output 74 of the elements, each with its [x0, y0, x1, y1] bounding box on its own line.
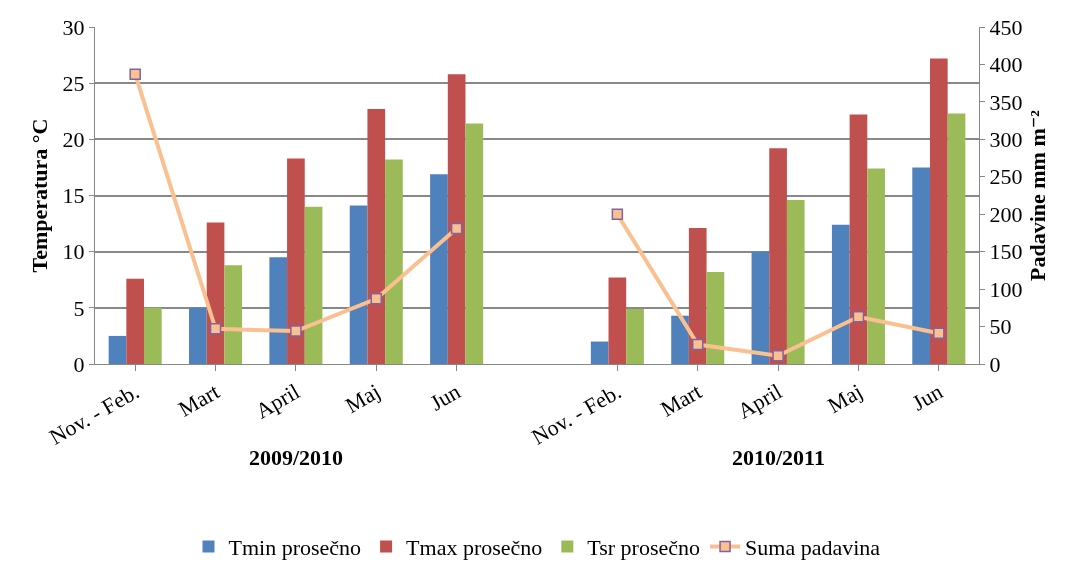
y2-tick-label: 0 [989, 351, 1001, 377]
y-tick-label: 5 [73, 295, 85, 321]
point [290, 325, 302, 337]
x-tick-label: Nov. - Feb. [527, 378, 626, 450]
point [852, 311, 865, 323]
bar [108, 335, 127, 364]
bar [769, 148, 787, 364]
y-tick-label: 0 [73, 351, 85, 377]
point [933, 327, 945, 340]
bar [430, 174, 448, 364]
legend-label: Tsr prosečno [587, 535, 701, 561]
bar [287, 158, 305, 364]
y2-tick-label: 200 [989, 201, 1023, 227]
bar [189, 307, 207, 364]
y2-tick-label: 350 [989, 89, 1023, 115]
bar [590, 341, 609, 364]
bar [929, 58, 948, 364]
x-tick-label: Maj [823, 378, 867, 418]
bar [912, 167, 930, 364]
x-tick-label: Maj [341, 378, 385, 418]
bar [465, 123, 484, 364]
y2-tick-label: 100 [989, 276, 1023, 302]
bar [349, 205, 368, 364]
bar [304, 206, 323, 364]
bar [831, 224, 850, 364]
x-tick-label: Jun [907, 378, 947, 416]
y2-tick-label: 150 [989, 239, 1023, 265]
y-tick-label: 10 [62, 239, 85, 265]
legend-label: Tmin prosečno [228, 535, 362, 561]
y-axis-title: Temperatura °C [27, 118, 53, 273]
y-tick-label: 20 [62, 127, 85, 153]
bar [849, 114, 868, 364]
y-tick-label: 30 [62, 14, 85, 40]
legend-label: Tmax prosečno [406, 535, 543, 561]
legend-label: Suma padavina [745, 535, 881, 561]
bar [947, 113, 966, 364]
bar [671, 315, 689, 364]
bar [706, 271, 725, 364]
point [691, 338, 704, 351]
bar [126, 278, 145, 364]
point [450, 222, 463, 235]
x-tick-label: April [251, 378, 304, 424]
bar [385, 159, 403, 364]
bar [751, 251, 770, 364]
point [370, 293, 383, 305]
bar [867, 168, 885, 364]
point [129, 68, 141, 80]
x-tick-label: Nov. - Feb. [45, 378, 144, 450]
text: 2010/2011 [732, 445, 825, 470]
point [772, 350, 784, 362]
y2-tick-label: 50 [989, 314, 1012, 340]
x-tick-label: Jun [425, 378, 465, 416]
bar [144, 307, 162, 364]
point [611, 208, 624, 220]
y-tick-label: 25 [62, 70, 85, 96]
y2-tick-label: 450 [989, 14, 1023, 40]
y2-axis-title: Padavine mm m⁻² [1025, 109, 1051, 281]
y-tick-label: 15 [62, 183, 85, 209]
point [209, 323, 222, 335]
x-tick-label: Mart [656, 378, 706, 422]
y2-tick-label: 400 [989, 52, 1023, 78]
bar [688, 228, 707, 364]
bar [269, 257, 288, 364]
bar [447, 74, 466, 364]
text: 2009/2010 [249, 445, 344, 470]
y2-tick-label: 250 [989, 164, 1023, 190]
x-tick-label: Mart [174, 378, 224, 422]
bar [608, 277, 627, 364]
bar [367, 109, 386, 364]
bar [786, 199, 805, 364]
bar [224, 265, 243, 364]
bar [626, 308, 644, 364]
x-tick-label: April [733, 378, 787, 424]
y2-tick-label: 300 [989, 127, 1023, 153]
